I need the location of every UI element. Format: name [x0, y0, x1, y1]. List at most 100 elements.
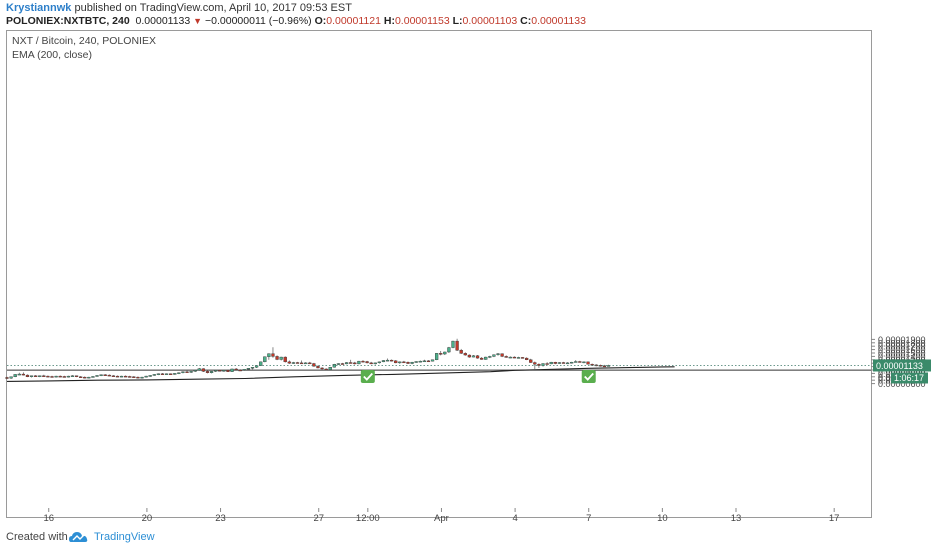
candle-body[interactable] [402, 361, 406, 364]
candle-body[interactable] [512, 356, 517, 359]
candle-body[interactable] [529, 359, 533, 363]
candle-body[interactable] [279, 356, 283, 360]
candle-body[interactable] [590, 364, 594, 366]
candle-body[interactable] [115, 375, 120, 378]
candle-body[interactable] [246, 368, 251, 370]
candle-body[interactable] [373, 362, 377, 365]
candle-body[interactable] [275, 356, 279, 360]
candle-body[interactable] [74, 375, 79, 377]
candle-body[interactable] [38, 375, 42, 377]
candle-body[interactable] [602, 365, 607, 368]
candle-body[interactable] [136, 376, 140, 379]
candle-body[interactable] [148, 375, 152, 377]
candle-body[interactable] [111, 375, 116, 377]
candle-body[interactable] [189, 371, 193, 373]
candle-body[interactable] [320, 367, 324, 370]
candle-body[interactable] [156, 373, 161, 375]
candle-body[interactable] [13, 374, 17, 378]
candle-body[interactable] [574, 361, 578, 363]
candle-body[interactable] [259, 361, 263, 366]
candle-body[interactable] [70, 375, 75, 377]
candle-body[interactable] [128, 376, 132, 378]
candle-body[interactable] [66, 375, 71, 378]
candle-body[interactable] [95, 375, 99, 377]
candle-body[interactable] [283, 356, 287, 363]
candle-body[interactable] [422, 360, 426, 363]
candle-body[interactable] [271, 353, 275, 357]
candle-body[interactable] [500, 353, 504, 357]
candle-body[interactable] [394, 360, 398, 364]
candle-body[interactable] [132, 376, 136, 378]
candle-body[interactable] [365, 361, 369, 364]
tradingview-cloud-icon[interactable] [68, 529, 90, 545]
candle-body[interactable] [480, 357, 484, 360]
candle-body[interactable] [164, 373, 169, 375]
candle-body[interactable] [308, 362, 312, 365]
candle-body[interactable] [304, 362, 308, 365]
candle-body[interactable] [344, 362, 349, 365]
candle-body[interactable] [230, 368, 234, 372]
candle-body[interactable] [463, 353, 467, 356]
candle-body[interactable] [54, 375, 58, 378]
candle-body[interactable] [508, 356, 512, 359]
candle-body[interactable] [369, 362, 373, 365]
candle-body[interactable] [430, 359, 435, 362]
candle-body[interactable] [439, 353, 443, 355]
candle-body[interactable] [267, 353, 271, 357]
candle-body[interactable] [553, 361, 557, 364]
candle-body[interactable] [549, 361, 553, 365]
candle-body[interactable] [299, 362, 304, 365]
candle-body[interactable] [140, 376, 144, 379]
candle-body[interactable] [385, 359, 390, 362]
candle-body[interactable] [99, 374, 103, 376]
candle-body[interactable] [520, 357, 525, 359]
candle-body[interactable] [471, 355, 476, 358]
candle-body[interactable] [152, 374, 156, 376]
candle-body[interactable] [177, 372, 181, 374]
candle-body[interactable] [533, 362, 537, 365]
candle-body[interactable] [357, 360, 361, 365]
candle-body[interactable] [340, 363, 345, 365]
candle-body[interactable] [185, 371, 189, 373]
candle-body[interactable] [91, 376, 95, 378]
candle-body[interactable] [50, 376, 54, 378]
candle-body[interactable] [361, 360, 365, 363]
candle-body[interactable] [119, 375, 124, 378]
candle-body[interactable] [561, 362, 566, 364]
candle-body[interactable] [353, 362, 357, 365]
candle-body[interactable] [144, 375, 148, 378]
candle-body[interactable] [25, 374, 30, 378]
candle-body[interactable] [389, 359, 394, 362]
candle-body[interactable] [181, 371, 185, 373]
candle-body[interactable] [516, 357, 521, 359]
candle-body[interactable] [426, 360, 431, 363]
candle-body[interactable] [434, 353, 439, 360]
candle-body[interactable] [455, 340, 459, 351]
candle-body[interactable] [475, 355, 480, 359]
candle-body[interactable] [124, 375, 128, 378]
candle-body[interactable] [484, 356, 488, 360]
candle-body[interactable] [42, 375, 46, 377]
candle-body[interactable] [606, 365, 611, 367]
candle-body[interactable] [537, 364, 541, 366]
author-link[interactable]: Krystiannwk [6, 2, 72, 14]
candle-body[interactable] [467, 354, 471, 358]
candle-body[interactable] [209, 371, 214, 373]
candle-body[interactable] [197, 368, 201, 371]
candle-body[interactable] [83, 376, 87, 379]
candle-body[interactable] [324, 368, 328, 371]
candle-body[interactable] [295, 362, 300, 364]
candle-body[interactable] [287, 361, 291, 364]
candle-body[interactable] [504, 356, 508, 358]
candle-body[interactable] [34, 375, 38, 377]
candle-body[interactable] [316, 366, 320, 369]
candle-body[interactable] [381, 360, 386, 363]
candle-body[interactable] [169, 373, 173, 375]
tradingview-brand[interactable]: TradingView [94, 531, 155, 543]
candle-body[interactable] [582, 361, 586, 364]
candle-body[interactable] [46, 375, 50, 378]
candle-body[interactable] [29, 375, 34, 377]
candle-body[interactable] [226, 370, 230, 372]
candle-body[interactable] [586, 361, 590, 365]
